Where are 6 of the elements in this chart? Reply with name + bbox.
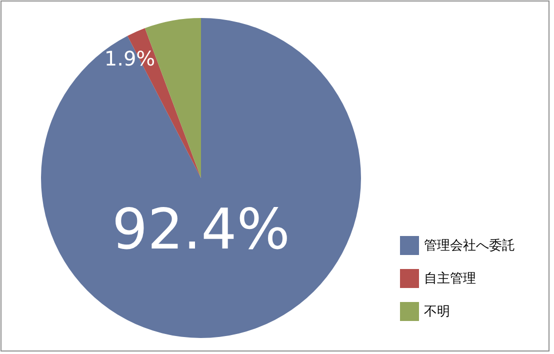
legend-label: 不明 — [424, 304, 450, 320]
legend-label: 管理会社へ委託 — [424, 238, 515, 254]
legend-label: 自主管理 — [424, 270, 476, 287]
data-label: 1.9% — [104, 46, 156, 71]
pie-slice — [41, 18, 361, 338]
data-label: 92.4% — [112, 197, 290, 262]
